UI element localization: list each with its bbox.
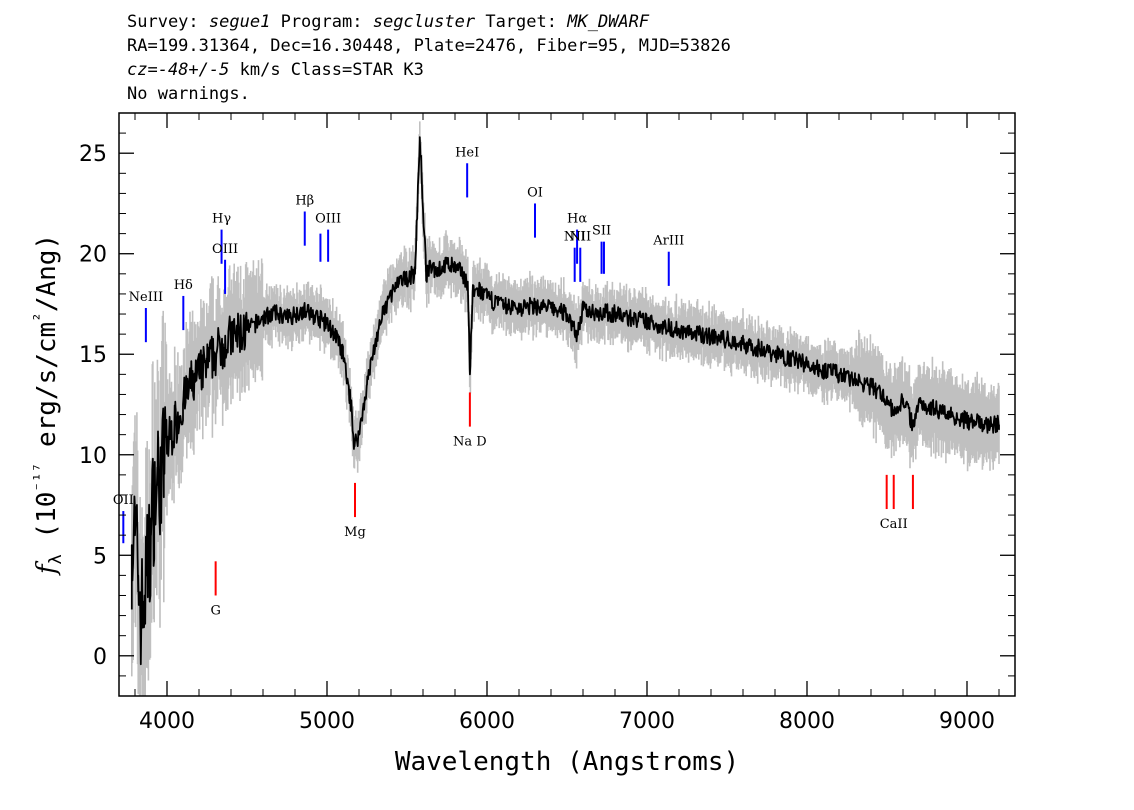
y-axis-label: fλ (10⁻¹⁷ erg/s/cm²/Ang) <box>30 234 66 576</box>
line-label-CaII-8542: CaII <box>880 517 908 532</box>
header-line-warnings: No warnings. <box>127 84 250 104</box>
x-tick-label: 7000 <box>619 709 675 734</box>
line-label-G-band: G <box>210 603 220 618</box>
survey-label: Survey: <box>127 12 199 32</box>
y-tick-label: 25 <box>79 142 107 167</box>
survey-value: segue1 <box>208 12 271 32</box>
plot-frame <box>118 112 1016 697</box>
y-tick-label: 15 <box>79 343 107 368</box>
line-label-H-beta: Hβ <box>295 194 314 209</box>
program-label: Program: <box>280 12 363 32</box>
cz-label: cz= <box>127 60 158 80</box>
error-band-path <box>131 121 1000 696</box>
line-label-Na-D: Na D <box>453 435 487 450</box>
y-tick-label: 5 <box>93 544 107 569</box>
line-label-NII-6548: NII <box>564 230 586 245</box>
line-label-ArIII: ArIII <box>652 234 684 249</box>
y-tick-label: 20 <box>79 243 107 268</box>
axis-ticks: 4000 5000 6000 7000 8000 9000 0 5 10 15 20 25 <box>79 113 1015 734</box>
y-tick-label: 10 <box>79 444 107 469</box>
line-label-Mg: Mg <box>344 525 366 540</box>
line-label-OI: OI <box>527 185 543 200</box>
line-label-NII-6583: NII <box>569 230 591 245</box>
target-label: Target: <box>485 12 557 32</box>
class-text: km/s Class=STAR K3 <box>229 60 424 80</box>
cz-value: -48+/-5 <box>157 60 230 80</box>
x-tick-label: 5000 <box>299 709 355 734</box>
header-line-survey: Survey: segue1 Program: segcluster Targe… <box>127 10 731 34</box>
line-label-H-gamma: Hγ <box>212 212 231 227</box>
line-label-SII-6716: SII <box>592 224 611 239</box>
header-line-coords: RA=199.31364, Dec=16.30448, Plate=2476, … <box>127 36 731 56</box>
line-label-NeIII: NeIII <box>129 290 163 305</box>
program-value: segcluster <box>372 12 476 32</box>
header-line-redshift: cz=-48+/-5 km/s Class=STAR K3 <box>127 58 731 82</box>
line-label-OIII-4363: OIII <box>212 242 238 257</box>
spectrum-header: Survey: segue1 Program: segcluster Targe… <box>127 10 731 106</box>
error-band <box>131 121 1000 696</box>
x-tick-label: 4000 <box>139 709 195 734</box>
line-label-HeI: HeI <box>455 145 479 160</box>
x-tick-label: 9000 <box>939 709 995 734</box>
line-label-OIII-5007: OIII <box>315 212 341 227</box>
x-tick-label: 6000 <box>459 709 515 734</box>
flux-line <box>130 136 1000 666</box>
x-tick-label: 8000 <box>779 709 835 734</box>
line-label-OII: OII <box>113 493 134 508</box>
line-label-H-alpha: Hα <box>567 212 587 227</box>
line-label-H-delta: Hδ <box>174 278 193 293</box>
y-tick-label: 0 <box>93 645 107 670</box>
x-axis-label: Wavelength (Angstroms) <box>395 747 739 777</box>
flux-series <box>130 136 1000 666</box>
target-value: MK_DWARF <box>567 12 650 32</box>
